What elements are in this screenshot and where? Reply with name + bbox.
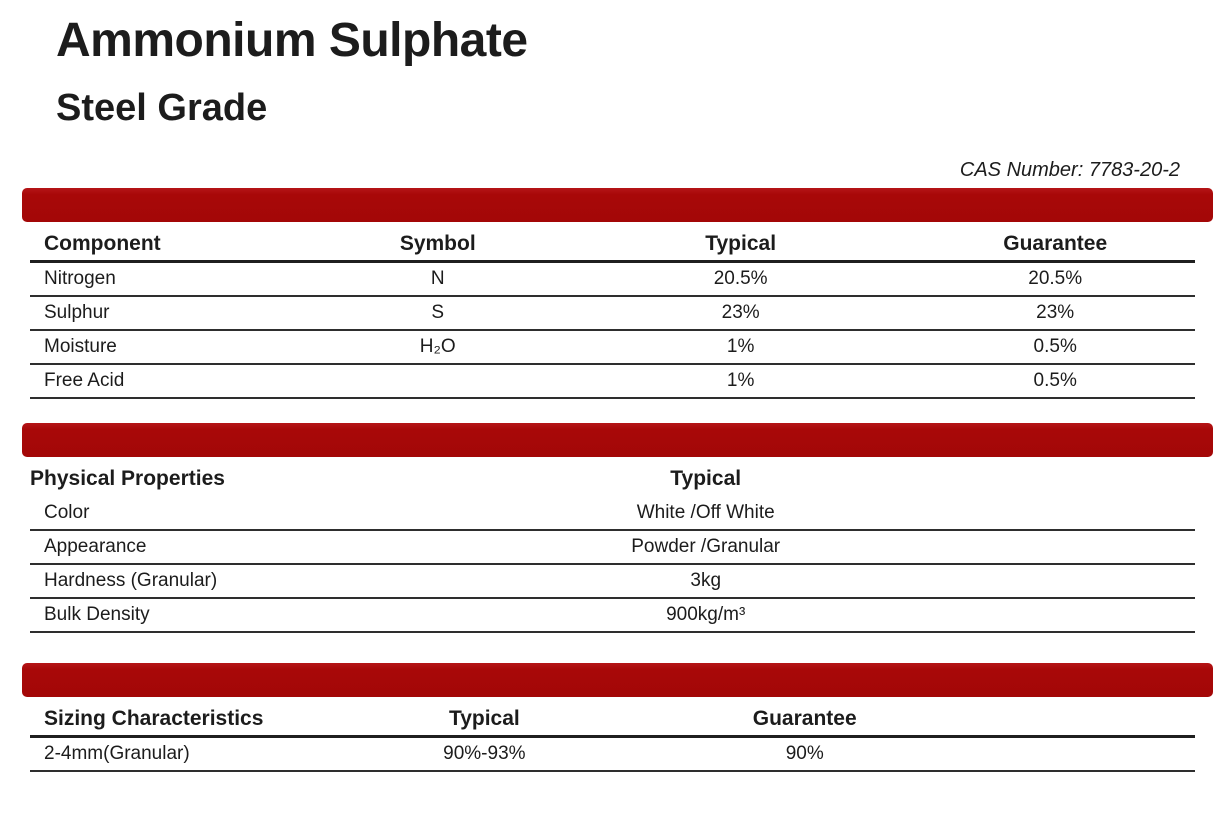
table-cell xyxy=(973,497,1195,532)
column-header-guarantee: Guarantee xyxy=(915,228,1195,264)
column-header-sizing-characteristics: Sizing Characteristics xyxy=(30,703,345,739)
cas-number: CAS Number: 7783-20-2 xyxy=(959,159,1180,182)
table-cell: Hardness (Granular) xyxy=(30,564,438,600)
table-cell: Moisture xyxy=(30,330,310,366)
table-cell: Color xyxy=(30,497,438,532)
column-header-physical-properties: Physical Properties xyxy=(30,467,225,491)
column-header-typical: Typical xyxy=(670,467,742,491)
table-row-nitrogen: Nitrogen N 20.5% 20.5% xyxy=(30,261,1195,298)
table-cell: 20.5% xyxy=(565,261,916,298)
table-row-free-acid: Free Acid 1% 0.5% xyxy=(30,364,1195,400)
table-cell xyxy=(309,364,566,400)
table-cell: Nitrogen xyxy=(30,261,310,298)
table-cell: 1% xyxy=(565,330,916,366)
physical-properties-table: Physical Properties Typical Color White … xyxy=(30,461,1195,634)
column-header-empty xyxy=(974,461,1195,497)
table-row-hardness: Hardness (Granular) 3kg xyxy=(30,564,1195,600)
table-cell: Powder /Granular xyxy=(437,530,974,566)
table-cell xyxy=(985,736,1195,773)
column-header-empty xyxy=(985,703,1195,739)
table-row-appearance: Appearance Powder /Granular xyxy=(30,530,1195,566)
table-cell xyxy=(973,530,1195,566)
table-cell: Sulphur xyxy=(30,296,310,332)
table-cell: 3kg xyxy=(437,564,974,600)
composition-table: Component Symbol Typical Guarantee Nitro… xyxy=(30,228,1195,400)
table-cell: 20.5% xyxy=(915,261,1195,298)
column-header-component: Component xyxy=(30,228,310,264)
table-row-bulk-density: Bulk Density 900kg/m³ xyxy=(30,598,1195,634)
physical-header-row: Physical Properties Typical xyxy=(30,461,1195,497)
column-header-typical: Typical xyxy=(565,228,916,264)
table-cell: Bulk Density xyxy=(30,598,438,634)
column-header-typical: Typical xyxy=(344,703,625,739)
table-cell: 23% xyxy=(915,296,1195,332)
table-cell: 900kg/m³ xyxy=(437,598,974,634)
table-cell: S xyxy=(309,296,566,332)
table-cell: H₂O xyxy=(309,330,566,366)
table-cell: 2-4mm(Granular) xyxy=(30,736,345,773)
table-cell: 0.5% xyxy=(915,364,1195,400)
table-cell: 90% xyxy=(624,736,986,773)
table-cell: 1% xyxy=(565,364,916,400)
section-divider-bar-composition xyxy=(22,188,1213,223)
section-divider-bar-sizing xyxy=(22,663,1213,698)
table-cell: White /Off White xyxy=(437,497,974,532)
sizing-table: Sizing Characteristics Typical Guarantee… xyxy=(30,703,1195,773)
column-header-guarantee: Guarantee xyxy=(624,703,986,739)
table-cell xyxy=(973,598,1195,634)
table-cell: Free Acid xyxy=(30,364,310,400)
spec-sheet-page: Ammonium Sulphate Steel Grade CAS Number… xyxy=(0,12,1225,815)
table-row-sulphur: Sulphur S 23% 23% xyxy=(30,296,1195,332)
table-row-granular-size: 2-4mm(Granular) 90%-93% 90% xyxy=(30,736,1195,773)
section-divider-bar-physical xyxy=(22,423,1213,458)
table-cell: 90%-93% xyxy=(344,736,625,773)
table-cell xyxy=(973,564,1195,600)
table-cell: N xyxy=(309,261,566,298)
table-cell: 0.5% xyxy=(915,330,1195,366)
sizing-header-row: Sizing Characteristics Typical Guarantee xyxy=(30,703,1195,739)
page-subtitle: Steel Grade xyxy=(56,86,268,129)
table-cell: Appearance xyxy=(30,530,438,566)
composition-header-row: Component Symbol Typical Guarantee xyxy=(30,228,1195,264)
table-cell: 23% xyxy=(565,296,916,332)
table-row-moisture: Moisture H₂O 1% 0.5% xyxy=(30,330,1195,366)
column-header-symbol: Symbol xyxy=(309,228,566,264)
page-title: Ammonium Sulphate xyxy=(56,14,528,67)
table-row-color: Color White /Off White xyxy=(30,497,1195,532)
